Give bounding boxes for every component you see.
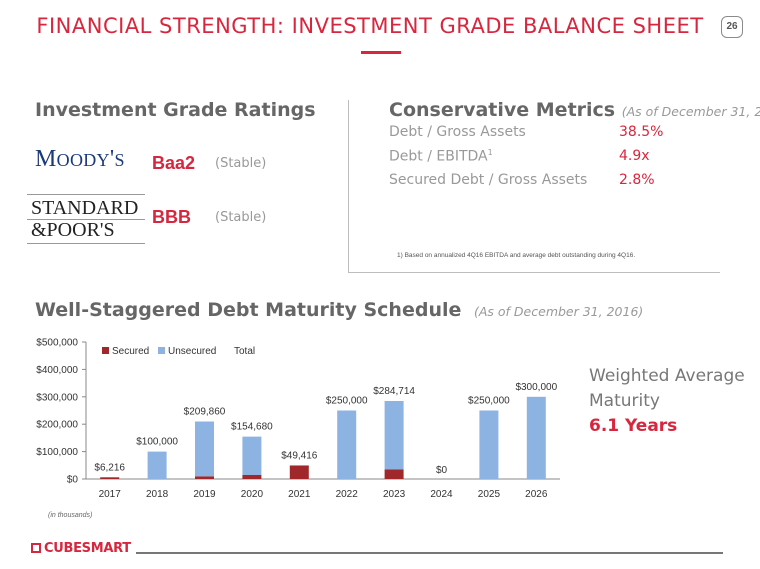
maturity-as-of: (As of December 31, 2016) xyxy=(474,304,644,319)
bar-secured-2019 xyxy=(195,476,214,479)
moodys-rating: Baa2 xyxy=(152,153,196,173)
y-tick-label: $300,000 xyxy=(36,392,78,403)
maturity-heading: Well-Staggered Debt Maturity Schedule (A… xyxy=(35,299,643,321)
metric-label-debt-ebitda: Debt / EBITDA1 xyxy=(389,148,493,165)
metric-label-debt-gross: Debt / Gross Assets xyxy=(389,124,526,140)
debt-maturity-chart: $0 $100,000 $200,000 $300,000 $400,000 $500,0… xyxy=(36,338,560,500)
metric-label-secured-debt: Secured Debt / Gross Assets xyxy=(389,172,588,188)
metric-label-debt-ebitda-text: Debt / EBITDA xyxy=(389,148,488,165)
bar-secured-2021 xyxy=(289,465,309,479)
wam-label-line2: Maturity xyxy=(589,391,660,411)
legend-label-total: Total xyxy=(234,346,255,357)
x-tick-label: 2020 xyxy=(241,489,264,500)
cubesmart-logo: CUBESMART xyxy=(31,541,131,556)
bar-unsecured-2020 xyxy=(242,436,262,475)
wam-label-line1: Weighted Average xyxy=(589,366,745,386)
y-tick-label: $200,000 xyxy=(36,420,78,431)
metric-value-debt-ebitda: 4.9x xyxy=(619,148,650,164)
bar-unsecured-2023 xyxy=(384,400,404,470)
total-label-2019: $209,860 xyxy=(184,406,226,417)
weighted-average-maturity: Weighted Average Maturity 6.1 Years xyxy=(589,364,745,439)
total-label-2021: $49,416 xyxy=(281,450,318,461)
bar-unsecured-2019 xyxy=(195,421,214,477)
page-number: 26 xyxy=(721,16,743,38)
footnote-marker: 1 xyxy=(487,148,493,157)
sp-rating: BBB xyxy=(152,207,191,227)
total-label-2022: $250,000 xyxy=(326,396,368,407)
legend-label-secured: Secured xyxy=(112,346,149,357)
legend-swatch-unsecured xyxy=(158,347,165,354)
legend-swatch-secured xyxy=(102,347,109,354)
x-tick-label: 2024 xyxy=(430,489,453,500)
x-tick-label: 2022 xyxy=(336,489,359,500)
x-tick-label: 2019 xyxy=(193,489,216,500)
total-label-2025: $250,000 xyxy=(468,396,510,407)
metrics-heading-text: Conservative Metrics xyxy=(389,99,616,121)
metric-value-debt-gross: 38.5% xyxy=(619,124,664,140)
moodys-outlook: (Stable) xyxy=(215,156,267,171)
bar-unsecured-2018 xyxy=(147,451,167,479)
section-divider-horizontal xyxy=(348,272,720,273)
bar-secured-2017 xyxy=(100,477,120,479)
total-label-2017: $6,216 xyxy=(94,462,125,473)
total-label-2018: $100,000 xyxy=(136,437,178,448)
sp-logo: STANDARD &POOR'S xyxy=(27,194,145,244)
y-tick-label: $0 xyxy=(67,475,79,486)
bar-unsecured-2025 xyxy=(479,410,499,479)
metric-value-secured-debt: 2.8% xyxy=(619,172,655,188)
bar-unsecured-2026 xyxy=(526,396,546,479)
x-tick-label: 2018 xyxy=(146,489,169,500)
metrics-footnote: 1) Based on annualized 4Q16 EBITDA and a… xyxy=(397,252,636,259)
footer-rule xyxy=(136,552,723,554)
metrics-as-of: (As of December 31, 2016) xyxy=(621,104,760,119)
moodys-logo: MOODY'S xyxy=(35,146,125,172)
ratings-heading: Investment Grade Ratings xyxy=(35,99,316,121)
cube-icon xyxy=(31,543,41,553)
legend-label-unsecured: Unsecured xyxy=(168,346,216,357)
x-tick-label: 2021 xyxy=(288,489,311,500)
maturity-heading-text: Well-Staggered Debt Maturity Schedule xyxy=(35,299,462,321)
y-tick-label: $100,000 xyxy=(36,447,78,458)
sp-outlook: (Stable) xyxy=(215,210,267,225)
x-tick-label: 2025 xyxy=(478,489,501,500)
page-title: FINANCIAL STRENGTH: INVESTMENT GRADE BAL… xyxy=(36,14,704,38)
total-label-2023: $284,714 xyxy=(373,386,415,397)
sp-logo-line1: STANDARD xyxy=(31,197,139,219)
bar-secured-2023 xyxy=(384,469,404,479)
sp-logo-line2: &POOR'S xyxy=(31,219,115,241)
total-label-2024: $0 xyxy=(436,465,448,476)
bar-secured-2020 xyxy=(242,474,262,479)
total-label-2020: $154,680 xyxy=(231,422,273,433)
title-underline xyxy=(361,51,401,54)
total-label-2026: $300,000 xyxy=(515,382,557,393)
metrics-heading: Conservative Metrics (As of December 31,… xyxy=(389,99,760,121)
wam-value: 6.1 Years xyxy=(589,416,678,436)
y-tick-label: $400,000 xyxy=(36,365,78,376)
x-tick-label: 2017 xyxy=(99,489,122,500)
y-tick-label: $500,000 xyxy=(36,338,78,349)
brand-name: CUBESMART xyxy=(44,541,131,556)
x-tick-label: 2023 xyxy=(383,489,406,500)
bar-unsecured-2022 xyxy=(337,410,357,479)
section-divider-vertical xyxy=(348,100,349,272)
units-note: (in thousands) xyxy=(48,512,93,519)
x-tick-label: 2026 xyxy=(525,489,548,500)
